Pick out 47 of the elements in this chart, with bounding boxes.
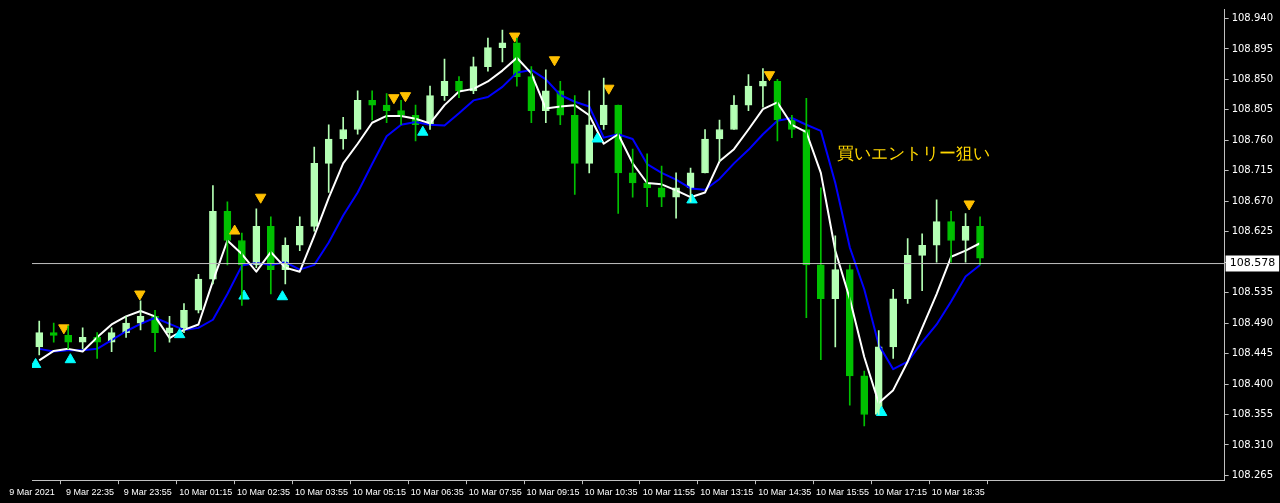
point xyxy=(963,200,975,211)
y-tick-label: 108.715 xyxy=(1231,164,1274,176)
x-tick-label: 10 Mar 06:35 xyxy=(410,487,464,498)
y-tick-label: 108.265 xyxy=(1231,469,1274,481)
x-tick-label: 10 Mar 05:15 xyxy=(352,487,406,498)
point xyxy=(388,94,400,105)
point xyxy=(763,71,776,82)
y-tick-label: 108.445 xyxy=(1231,347,1274,359)
y-tick-label: 108.940 xyxy=(1231,12,1274,24)
x-tick-label: 9 Mar 23:55 xyxy=(123,487,172,498)
annotation: 買いエントリー狙い xyxy=(837,143,991,164)
point xyxy=(603,84,615,95)
y-tick-label: 108.535 xyxy=(1231,286,1274,298)
y-tick-label: 108.355 xyxy=(1231,408,1274,420)
point xyxy=(228,224,241,235)
x-tick-label: 10 Mar 13:15 xyxy=(700,487,754,498)
y-tick-label: 108.625 xyxy=(1231,225,1274,237)
x-tick-label: 10 Mar 09:15 xyxy=(526,487,580,498)
x-tick-label: 10 Mar 11:55 xyxy=(642,487,696,498)
x-tick-label: 10 Mar 18:35 xyxy=(931,487,985,498)
ref-line-label: 108.578 xyxy=(1229,256,1276,270)
point xyxy=(276,290,289,301)
x-tick-label: 10 Mar 07:55 xyxy=(468,487,522,498)
candlestick xyxy=(49,322,58,343)
x-tick-label: 10 Mar 10:35 xyxy=(584,487,638,498)
point xyxy=(509,32,521,43)
point xyxy=(254,193,267,204)
x-tick-label: 10 Mar 01:15 xyxy=(179,487,233,498)
point xyxy=(399,92,412,103)
x-tick-label: 10 Mar 15:55 xyxy=(816,487,870,498)
y-tick-label: 108.895 xyxy=(1231,42,1274,54)
x-tick-label: 9 Mar 22:35 xyxy=(65,487,114,498)
point xyxy=(548,56,561,67)
x-tick-label: 9 Mar 2021 xyxy=(9,487,55,498)
x-tick-label: 10 Mar 14:35 xyxy=(758,487,812,498)
y-tick-label: 108.400 xyxy=(1231,377,1274,389)
y-tick-label: 108.850 xyxy=(1231,73,1274,84)
y-tick-label: 108.760 xyxy=(1231,133,1274,145)
point xyxy=(64,353,77,364)
x-tick-label: 10 Mar 03:55 xyxy=(294,487,348,498)
x-tick-label: 10 Mar 17:15 xyxy=(873,487,927,498)
y-tick-label: 108.805 xyxy=(1231,103,1274,115)
x-tick-label: 10 Mar 02:35 xyxy=(237,487,291,498)
point xyxy=(173,328,186,339)
y-tick-label: 108.490 xyxy=(1231,316,1274,328)
y-tick-label: 108.670 xyxy=(1231,194,1274,206)
y-tick-label: 108.310 xyxy=(1231,438,1274,450)
